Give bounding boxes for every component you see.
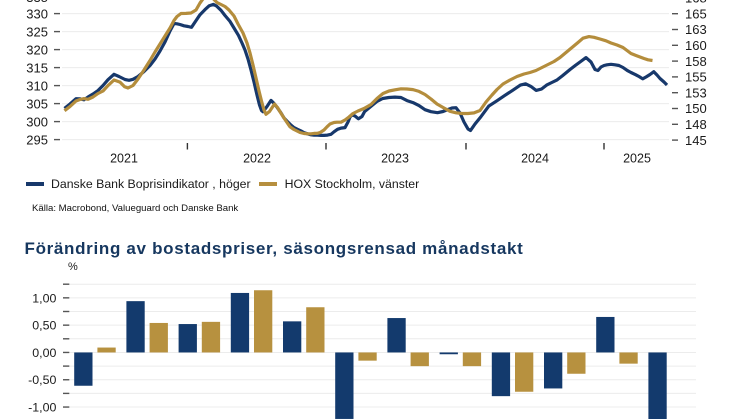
svg-text:145: 145: [685, 133, 707, 148]
svg-text:160: 160: [685, 38, 707, 53]
svg-text:2024: 2024: [521, 152, 549, 166]
svg-text:320: 320: [26, 42, 48, 57]
svg-text:165: 165: [685, 6, 707, 21]
svg-text:-1,00: -1,00: [28, 401, 56, 415]
svg-text:155: 155: [685, 70, 707, 85]
svg-text:2021: 2021: [110, 152, 138, 166]
svg-text:325: 325: [26, 24, 48, 39]
svg-text:168: 168: [685, 0, 707, 6]
svg-text:335: 335: [26, 0, 48, 5]
svg-text:2022: 2022: [243, 152, 271, 166]
svg-text:150: 150: [685, 101, 707, 116]
svg-text:295: 295: [26, 132, 48, 147]
svg-text:158: 158: [685, 54, 707, 69]
svg-text:2023: 2023: [381, 152, 409, 166]
svg-text:163: 163: [685, 22, 707, 37]
svg-text:2025: 2025: [623, 152, 651, 166]
svg-text:153: 153: [685, 85, 707, 100]
svg-text:1,00: 1,00: [32, 291, 56, 305]
svg-text:0,50: 0,50: [32, 319, 56, 333]
svg-text:148: 148: [685, 117, 707, 132]
svg-text:-0,50: -0,50: [28, 373, 56, 387]
svg-text:0,00: 0,00: [32, 346, 56, 360]
svg-text:330: 330: [26, 6, 48, 21]
svg-text:305: 305: [26, 96, 48, 111]
svg-text:300: 300: [26, 114, 48, 129]
svg-text:315: 315: [26, 60, 48, 75]
svg-text:310: 310: [26, 78, 48, 93]
